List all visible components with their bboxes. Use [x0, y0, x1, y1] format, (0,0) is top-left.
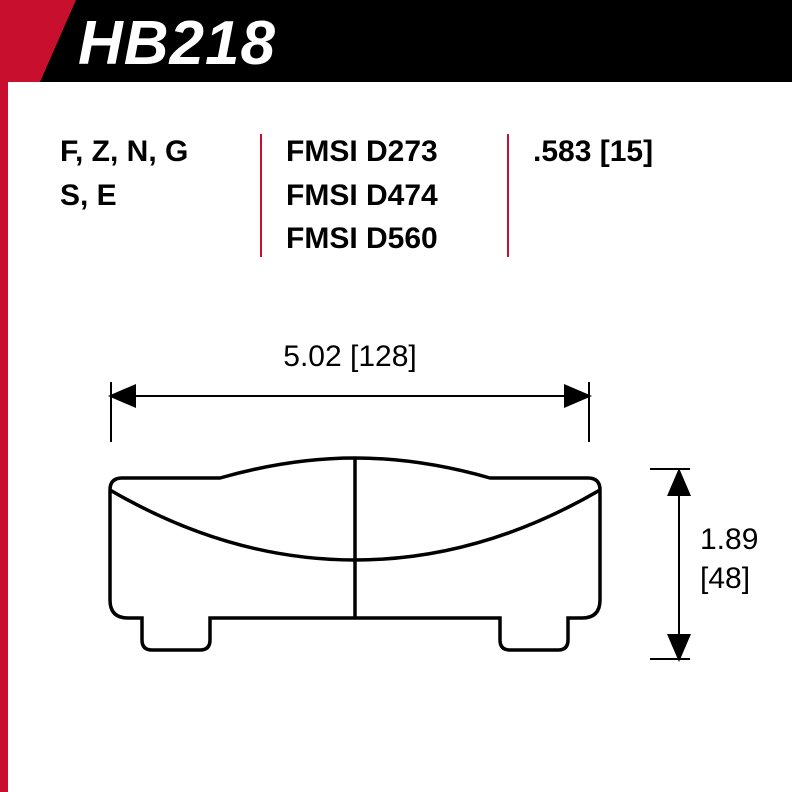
height-arrow-down: [667, 634, 691, 662]
height-arrow-up: [667, 468, 691, 496]
width-dimension: 5.02 [128]: [110, 340, 590, 374]
height-inches: 1.89: [700, 520, 758, 559]
fmsi-3: FMSI D560: [286, 217, 507, 261]
height-label: 1.89 [48]: [700, 520, 758, 598]
fmsi-1: FMSI D273: [286, 130, 507, 174]
diagram-area: 5.02 [128] 1.89 [48]: [50, 340, 782, 782]
thickness-column: .583 [15]: [509, 130, 699, 261]
compounds-line2: S, E: [60, 174, 260, 218]
specs-row: F, Z, N, G S, E FMSI D273 FMSI D474 FMSI…: [60, 130, 752, 261]
header-accent-triangle: [40, 0, 76, 82]
width-arrow-right: [564, 384, 592, 408]
width-arrow-left: [108, 384, 136, 408]
thickness-value: .583 [15]: [533, 130, 699, 174]
height-arrow-line: [678, 470, 680, 660]
fmsi-2: FMSI D474: [286, 174, 507, 218]
header-accent-block: [0, 0, 40, 82]
height-mm: [48]: [700, 559, 758, 598]
compounds-line1: F, Z, N, G: [60, 130, 260, 174]
fmsi-column: FMSI D273 FMSI D474 FMSI D560: [262, 130, 507, 261]
left-border: [0, 82, 8, 792]
brake-pad-outline: [90, 450, 620, 670]
part-number: HB218: [78, 8, 276, 79]
width-label: 5.02 [128]: [283, 340, 416, 373]
compounds-column: F, Z, N, G S, E: [60, 130, 260, 261]
width-arrow-line: [110, 395, 590, 397]
